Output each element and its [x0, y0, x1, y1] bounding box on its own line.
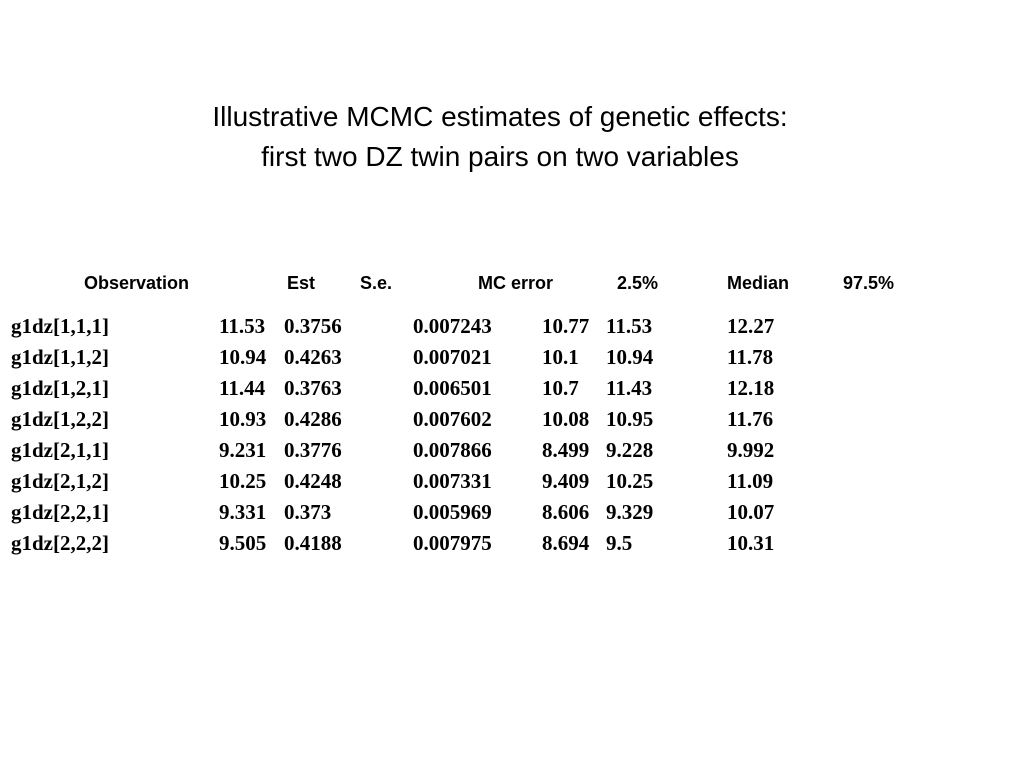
cell-se: 0.4263 — [284, 345, 342, 369]
cell-97-5-percent: 9.992 — [727, 438, 775, 462]
cell-2-5-percent: 8.499 — [542, 438, 590, 462]
table-row: g1dz[2,2,1] 9.331 0.373 0.005969 8.606 9… — [0, 497, 1024, 528]
cell-median: 10.95 — [606, 407, 654, 431]
cell-est: 10.25 — [219, 469, 267, 493]
table-row: g1dz[1,2,2] 10.93 0.4286 0.007602 10.08 … — [0, 404, 1024, 435]
cell-observation: g1dz[1,2,1] — [11, 376, 109, 400]
cell-observation: g1dz[2,2,1] — [11, 500, 109, 524]
header-se: S.e. — [360, 273, 393, 293]
table-row: g1dz[1,1,2] 10.94 0.4263 0.007021 10.1 1… — [0, 342, 1024, 373]
cell-median: 9.228 — [606, 438, 654, 462]
cell-mc-error: 0.005969 — [413, 500, 492, 524]
cell-median: 11.43 — [606, 376, 653, 400]
cell-est: 9.505 — [219, 531, 267, 555]
title-line-2: first two DZ twin pairs on two variables — [261, 141, 739, 172]
cell-97-5-percent: 10.31 — [727, 531, 775, 555]
cell-est: 9.231 — [219, 438, 267, 462]
cell-observation: g1dz[1,2,2] — [11, 407, 109, 431]
cell-est: 10.94 — [219, 345, 267, 369]
cell-se: 0.3763 — [284, 376, 342, 400]
cell-2-5-percent: 8.606 — [542, 500, 590, 524]
cell-se: 0.4248 — [284, 469, 342, 493]
cell-median: 9.5 — [606, 531, 633, 555]
cell-97-5-percent: 11.76 — [727, 407, 774, 431]
cell-mc-error: 0.007975 — [413, 531, 492, 555]
cell-se: 0.373 — [284, 500, 332, 524]
cell-observation: g1dz[2,2,2] — [11, 531, 109, 555]
cell-97-5-percent: 10.07 — [727, 500, 775, 524]
cell-mc-error: 0.006501 — [413, 376, 492, 400]
results-table-body: g1dz[1,1,1] 11.53 0.3756 0.007243 10.77 … — [0, 311, 1024, 559]
title-line-1: Illustrative MCMC estimates of genetic e… — [212, 101, 788, 132]
cell-se: 0.4188 — [284, 531, 342, 555]
header-median: Median — [727, 273, 790, 293]
header-est: Est — [287, 273, 316, 293]
header-97-5-percent: 97.5% — [843, 273, 895, 293]
cell-mc-error: 0.007331 — [413, 469, 492, 493]
cell-2-5-percent: 10.7 — [542, 376, 579, 400]
table-row: g1dz[1,1,1] 11.53 0.3756 0.007243 10.77 … — [0, 311, 1024, 342]
table-row: g1dz[2,2,2] 9.505 0.4188 0.007975 8.694 … — [0, 528, 1024, 559]
cell-se: 0.3776 — [284, 438, 342, 462]
cell-observation: g1dz[1,1,1] — [11, 314, 109, 338]
cell-observation: g1dz[2,1,2] — [11, 469, 109, 493]
cell-2-5-percent: 10.1 — [542, 345, 579, 369]
cell-se: 0.3756 — [284, 314, 342, 338]
cell-est: 11.53 — [219, 314, 266, 338]
header-observation: Observation — [84, 273, 190, 293]
cell-observation: g1dz[2,1,1] — [11, 438, 109, 462]
cell-97-5-percent: 12.27 — [727, 314, 775, 338]
cell-median: 10.94 — [606, 345, 654, 369]
cell-observation: g1dz[1,1,2] — [11, 345, 109, 369]
header-mc-error: MC error — [478, 273, 554, 293]
cell-mc-error: 0.007021 — [413, 345, 492, 369]
cell-median: 9.329 — [606, 500, 654, 524]
cell-mc-error: 0.007866 — [413, 438, 492, 462]
cell-se: 0.4286 — [284, 407, 342, 431]
cell-2-5-percent: 10.77 — [542, 314, 590, 338]
cell-97-5-percent: 11.78 — [727, 345, 774, 369]
table-row: g1dz[2,1,2] 10.25 0.4248 0.007331 9.409 … — [0, 466, 1024, 497]
table-row: g1dz[2,1,1] 9.231 0.3776 0.007866 8.499 … — [0, 435, 1024, 466]
cell-mc-error: 0.007602 — [413, 407, 492, 431]
cell-est: 11.44 — [219, 376, 266, 400]
cell-2-5-percent: 9.409 — [542, 469, 590, 493]
header-2-5-percent: 2.5% — [617, 273, 659, 293]
cell-mc-error: 0.007243 — [413, 314, 492, 338]
table-row: g1dz[1,2,1] 11.44 0.3763 0.006501 10.7 1… — [0, 373, 1024, 404]
cell-97-5-percent: 12.18 — [727, 376, 775, 400]
cell-2-5-percent: 8.694 — [542, 531, 590, 555]
cell-est: 9.331 — [219, 500, 267, 524]
cell-median: 10.25 — [606, 469, 654, 493]
cell-97-5-percent: 11.09 — [727, 469, 774, 493]
cell-median: 11.53 — [606, 314, 653, 338]
slide-title: Illustrative MCMC estimates of genetic e… — [0, 97, 1000, 177]
cell-2-5-percent: 10.08 — [542, 407, 590, 431]
cell-est: 10.93 — [219, 407, 267, 431]
